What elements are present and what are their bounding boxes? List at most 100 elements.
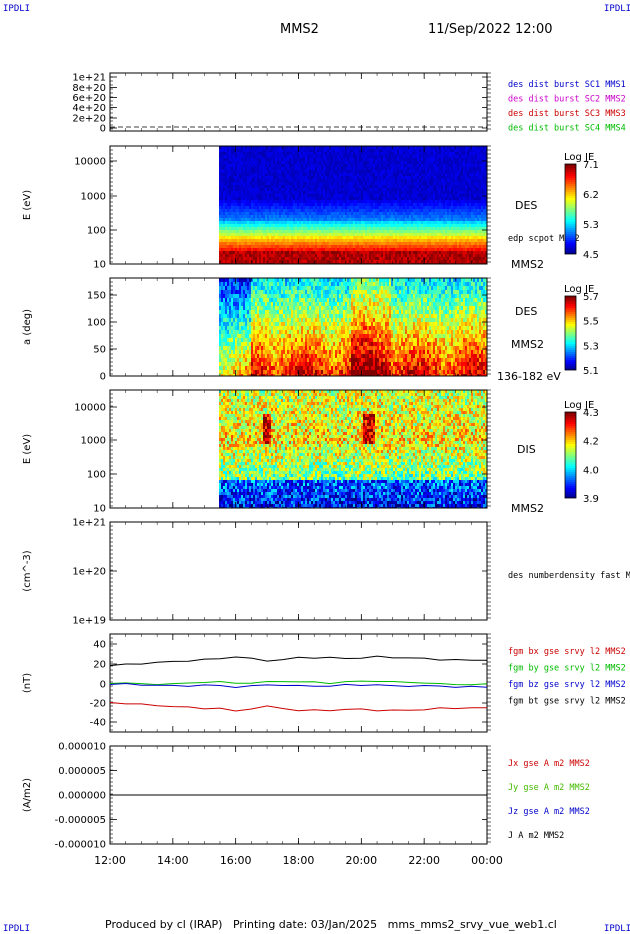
panel-des-energy-cell: [225, 191, 227, 194]
panel-des-energy-cell: [319, 215, 321, 218]
panel-des-energy-cell: [287, 206, 289, 209]
panel-des-energy-cell: [301, 200, 303, 203]
panel-des-energy-cell: [343, 239, 345, 242]
panel-des-energy-cell: [233, 176, 235, 179]
panel-des-energy-cell: [295, 203, 297, 206]
panel-des-energy-cell: [329, 236, 331, 239]
panel-des-energy-cell: [219, 230, 221, 233]
panel-des-energy-cell: [223, 203, 225, 206]
panel-des-energy-cell: [413, 245, 415, 248]
panel-des-energy-cell: [325, 233, 327, 236]
panel-des-energy-cell: [325, 221, 327, 224]
panel-des-energy-cell: [411, 158, 413, 161]
panel-des-energy-cell: [339, 158, 341, 161]
panel-des-energy-cell: [437, 233, 439, 236]
panel-des-energy-cell: [455, 188, 457, 191]
panel-des-energy-cell: [305, 164, 307, 167]
panel-des-energy-cell: [249, 170, 251, 173]
panel-des-energy-cell: [379, 257, 381, 260]
panel-des-energy-cell: [273, 188, 275, 191]
panel-des-energy-cell: [399, 170, 401, 173]
panel-des-energy-cell: [423, 161, 425, 164]
panel-des-energy-cell: [433, 167, 435, 170]
panel-des-energy-cell: [399, 194, 401, 197]
panel-des-energy-cell: [437, 239, 439, 242]
panel-des-energy-cell: [441, 179, 443, 182]
panel-des-energy-cell: [333, 200, 335, 203]
panel-des-energy-cell: [425, 188, 427, 191]
panel-des-energy-cell: [457, 179, 459, 182]
panel-des-energy-cell: [295, 149, 297, 152]
panel-des-energy-cell: [333, 173, 335, 176]
panel-des-energy-cell: [429, 206, 431, 209]
panel-des-energy-cell: [405, 245, 407, 248]
panel-des-energy-cell: [327, 215, 329, 218]
panel-des-energy-cell: [269, 152, 271, 155]
panel-des-energy-cell: [235, 191, 237, 194]
panel-des-energy-cell: [371, 146, 373, 149]
panel-des-energy-cell: [437, 200, 439, 203]
panel-des-energy-cell: [455, 260, 457, 263]
panel-des-energy-cell: [253, 221, 255, 224]
panel-des-energy-cell: [233, 257, 235, 260]
panel-des-energy-cell: [291, 182, 293, 185]
panel-des-energy-cell: [377, 209, 379, 212]
panel-des-energy-cell: [451, 242, 453, 245]
panel-des-energy-cell: [397, 215, 399, 218]
panel-des-energy-cell: [251, 239, 253, 242]
panel-des-energy-cell: [437, 227, 439, 230]
panel-des-energy-cell: [425, 200, 427, 203]
panel-des-energy-cell: [393, 233, 395, 236]
panel-des-energy-cell: [381, 197, 383, 200]
panel-des-energy-cell: [393, 227, 395, 230]
panel-des-energy-cell: [435, 176, 437, 179]
panel-des-energy-cell: [263, 239, 265, 242]
panel-des-energy-cell: [433, 194, 435, 197]
panel-des-energy-cell: [293, 230, 295, 233]
panel-des-energy-cell: [315, 236, 317, 239]
panel-des-energy-cell: [353, 206, 355, 209]
panel-des-energy-cell: [437, 209, 439, 212]
panel-des-energy-cell: [427, 182, 429, 185]
panel-des-energy-cell: [365, 173, 367, 176]
panel-des-energy-cell: [391, 203, 393, 206]
panel-des-energy-cell: [259, 236, 261, 239]
panel-des-energy-cell: [313, 173, 315, 176]
panel-des-energy-cell: [321, 185, 323, 188]
panel-des-energy-cell: [385, 218, 387, 221]
panel-des-energy-cell: [323, 179, 325, 182]
panel-des-energy-cell: [371, 233, 373, 236]
panel-des-energy-cell: [453, 227, 455, 230]
panel-des-energy-cell: [363, 254, 365, 257]
panel-des-energy-cell: [381, 170, 383, 173]
panel-des-energy-cell: [435, 236, 437, 239]
panel-des-energy-cell: [381, 221, 383, 224]
panel-des-energy-cell: [237, 242, 239, 245]
panel-des-energy-cell: [317, 146, 319, 149]
panel-des-energy-cell: [441, 230, 443, 233]
panel-des-energy-cell: [315, 221, 317, 224]
panel-des-energy-cell: [229, 236, 231, 239]
panel-des-energy-cell: [395, 164, 397, 167]
panel-des-energy-cell: [455, 167, 457, 170]
panel-des-energy-cell: [275, 164, 277, 167]
panel-des-energy-cell: [259, 191, 261, 194]
panel-des-energy-cell: [387, 191, 389, 194]
panel-des-energy-cell: [407, 224, 409, 227]
panel-des-energy-cell: [257, 257, 259, 260]
panel-des-energy-cell: [303, 194, 305, 197]
panel-des-energy-cell: [385, 191, 387, 194]
panel-des-energy-cell: [251, 146, 253, 149]
panel-des-energy-cell: [347, 158, 349, 161]
panel-des-energy-cell: [353, 212, 355, 215]
panel-des-energy-cell: [371, 230, 373, 233]
panel-des-energy-cell: [389, 260, 391, 263]
panel-des-energy-cell: [275, 236, 277, 239]
panel-des-energy-cell: [395, 191, 397, 194]
panel-des-energy-cell: [311, 224, 313, 227]
panel-des-energy-cell: [231, 194, 233, 197]
panel-des-energy-cell: [439, 185, 441, 188]
panel-des-energy-cell: [295, 155, 297, 158]
panel-des-energy-cell: [291, 203, 293, 206]
panel-des-energy-cell: [281, 149, 283, 152]
